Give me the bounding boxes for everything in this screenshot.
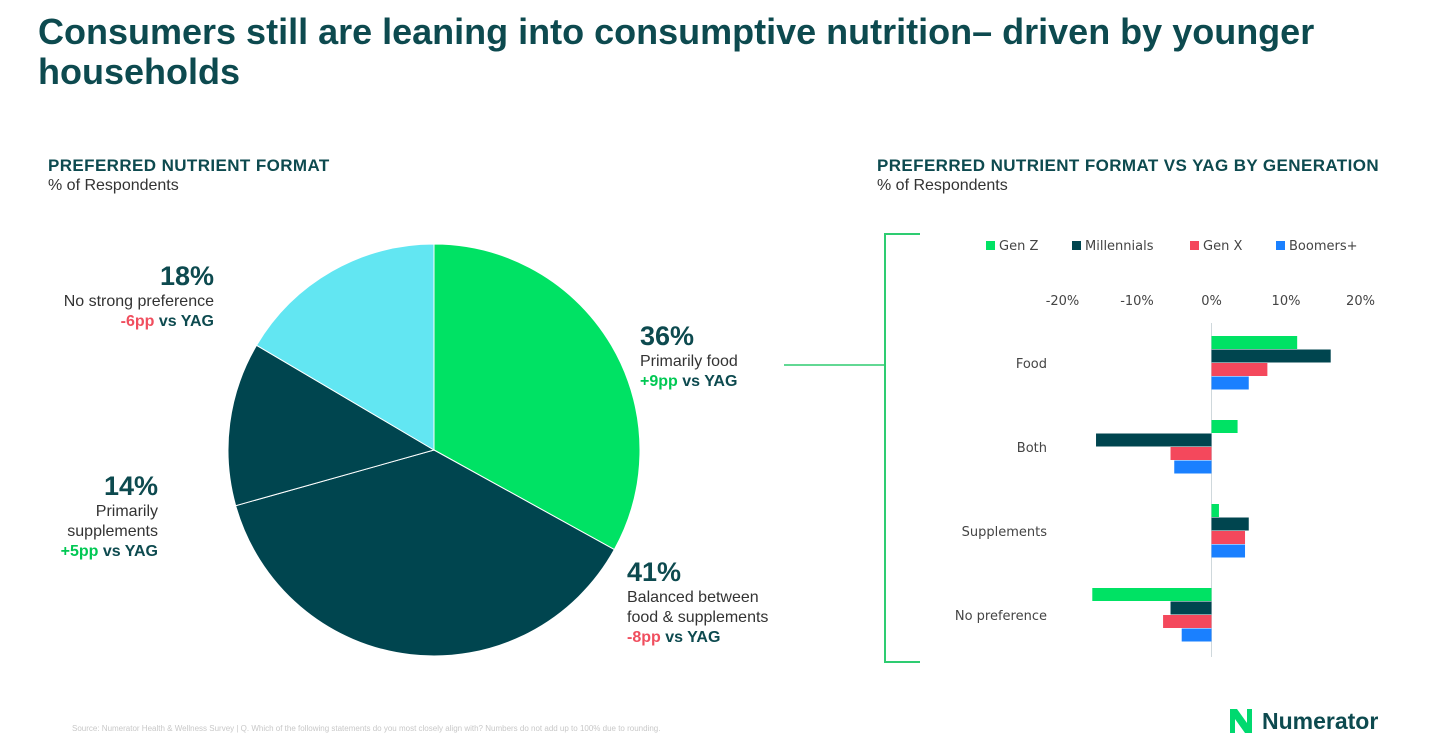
category-label: Supplements <box>962 525 1048 540</box>
pie-label-supplements-pct: 14% <box>103 471 158 501</box>
x-tick-label: 10% <box>1272 294 1301 309</box>
bar <box>1211 517 1249 531</box>
pie-label-balanced-desc2: food & supplements <box>627 609 769 626</box>
pie-slice-balanced <box>235 449 616 657</box>
pie-slice-primarily-food <box>433 243 641 551</box>
pie-label-food: 36% Primarily food +9pp vs YAG <box>640 320 738 392</box>
bar <box>1211 363 1268 376</box>
pie-label-balanced-delta: -8pp <box>627 629 661 646</box>
bar-section-title: PREFERRED NUTRIENT FORMAT VS YAG BY GENE… <box>877 156 1380 175</box>
pie-label-none-desc: No strong preference <box>63 293 214 310</box>
legend-swatch <box>1072 241 1081 250</box>
pie-label-food-vs: vs YAG <box>677 373 738 390</box>
pie-label-balanced-vs: vs YAG <box>660 629 721 646</box>
chart-bracket <box>884 233 920 663</box>
pie-label-balanced-desc1: Balanced between <box>627 589 759 606</box>
bar <box>1211 349 1331 363</box>
pie-label-supplements-delta: +5pp <box>60 543 99 560</box>
category-label: Both <box>1017 441 1047 456</box>
x-tick-label: 0% <box>1201 294 1222 309</box>
bar-chart: Gen Z Millennials Gen X Boomers+ -20% -10% 0% 1… <box>784 233 1375 663</box>
pie-chart <box>227 243 641 657</box>
legend-swatch <box>986 241 995 250</box>
pie-label-balanced: 41% Balanced between food & supplements … <box>627 556 768 648</box>
bar <box>1163 615 1212 628</box>
pie-slice-primarily-supplements <box>227 344 436 507</box>
bar <box>1211 420 1238 433</box>
legend-swatch <box>1276 241 1285 250</box>
bar <box>1211 376 1249 390</box>
bar-section-subtitle: % of Respondents <box>877 177 1008 194</box>
x-tick-label: -20% <box>1046 294 1080 309</box>
pie-label-supplements-desc1: Primarily <box>95 503 158 520</box>
bar <box>1211 504 1219 517</box>
legend-label: Gen Z <box>999 239 1038 254</box>
pie-label-supplements-desc2: supplements <box>67 523 158 540</box>
page-title: Consumers still are leaning into consump… <box>38 11 1315 92</box>
pie-slice-no-preference <box>255 243 435 451</box>
pie-label-supplements: 14% Primarily supplements +5pp vs YAG <box>40 470 158 562</box>
pie-label-none-pct: 18% <box>159 261 214 291</box>
bar <box>1170 447 1212 460</box>
legend-label: Gen X <box>1203 239 1242 254</box>
bar <box>1174 460 1212 474</box>
bar <box>1211 544 1246 558</box>
bar <box>1211 336 1298 349</box>
x-tick-label: -10% <box>1120 294 1154 309</box>
x-tick-label: 20% <box>1346 294 1375 309</box>
pie-label-none: 18% No strong preference -6pp vs YAG <box>20 260 214 332</box>
bar <box>1211 531 1246 544</box>
legend-label: Millennials <box>1085 239 1154 254</box>
pie-label-food-delta: +9pp <box>640 373 678 390</box>
pie-label-none-delta: -6pp <box>120 313 155 330</box>
numerator-logo-text: Numerator <box>1262 707 1379 734</box>
category-label: No preference <box>955 609 1047 624</box>
pie-section-title: PREFERRED NUTRIENT FORMAT <box>48 156 330 175</box>
numerator-logo: Numerator <box>1228 704 1378 738</box>
pie-label-none-vs: vs YAG <box>154 313 214 330</box>
pie-label-balanced-pct: 41% <box>627 557 682 587</box>
bar <box>1181 628 1212 642</box>
pie-label-supplements-vs: vs YAG <box>98 543 158 560</box>
bar <box>1092 588 1212 601</box>
category-label: Food <box>1016 357 1047 372</box>
pie-label-food-pct: 36% <box>640 321 695 351</box>
pie-label-food-desc: Primarily food <box>640 353 738 370</box>
bar <box>1170 601 1212 615</box>
legend-label: Boomers+ <box>1289 239 1358 254</box>
bar <box>1096 433 1212 447</box>
numerator-logo-icon <box>1230 709 1252 733</box>
legend-swatch <box>1190 241 1199 250</box>
source-footnote: Source: Numerator Health & Wellness Surv… <box>72 724 661 733</box>
pie-section-subtitle: % of Respondents <box>48 177 179 194</box>
